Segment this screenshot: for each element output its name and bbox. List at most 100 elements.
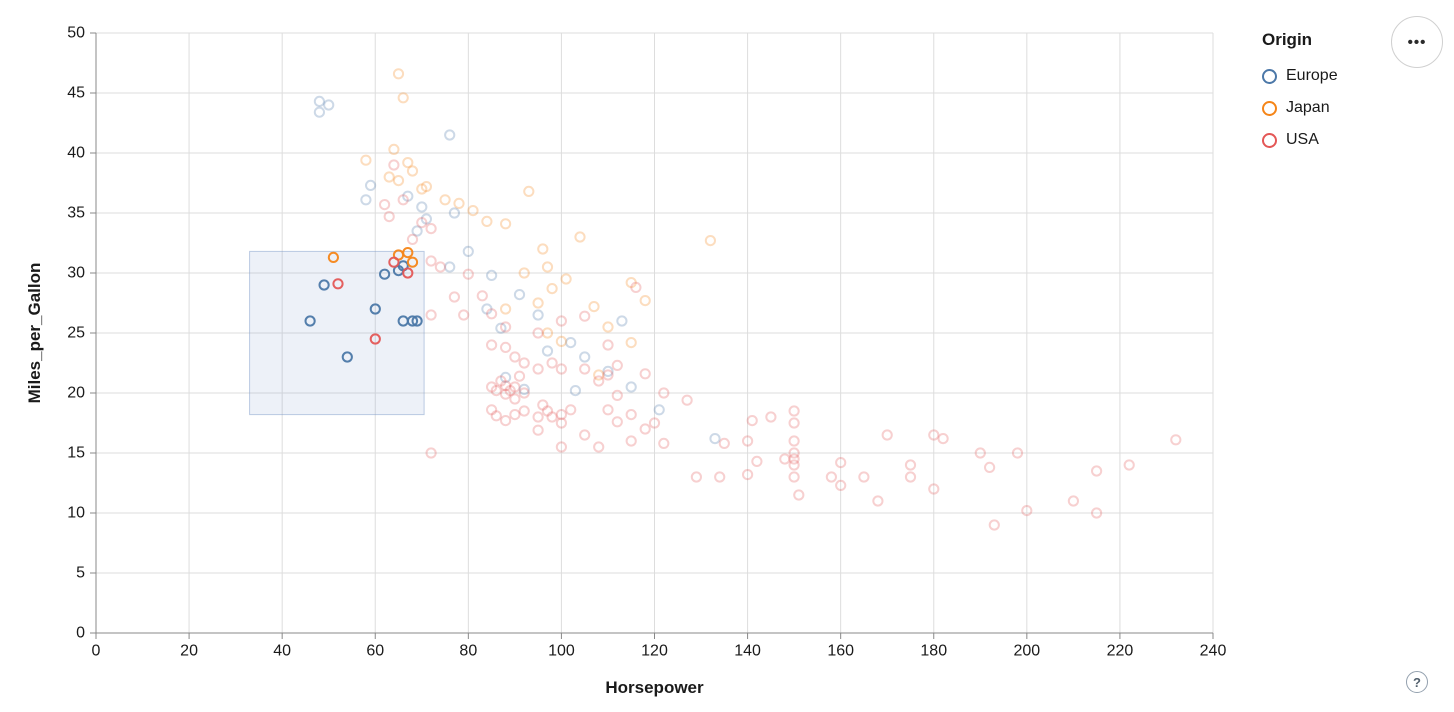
data-point-europe[interactable] <box>541 345 554 357</box>
data-point-usa[interactable] <box>500 321 512 333</box>
data-point-usa[interactable] <box>509 409 521 421</box>
data-point-usa[interactable] <box>1011 447 1024 459</box>
data-point-europe[interactable] <box>709 433 721 445</box>
data-point-usa[interactable] <box>388 159 400 171</box>
data-point-usa[interactable] <box>462 268 474 280</box>
data-point-usa[interactable] <box>602 404 614 416</box>
data-point-japan[interactable] <box>392 175 405 187</box>
legend-item-europe[interactable]: Europe <box>1262 60 1338 92</box>
data-point-usa[interactable] <box>1091 465 1103 477</box>
data-point-usa[interactable] <box>788 453 800 465</box>
data-point-europe[interactable] <box>379 268 391 280</box>
data-point-usa[interactable] <box>858 471 870 483</box>
data-point-usa[interactable] <box>751 455 763 467</box>
data-point-usa[interactable] <box>793 489 805 501</box>
data-point-usa[interactable] <box>486 381 498 393</box>
data-point-europe[interactable] <box>616 315 628 327</box>
data-point-usa[interactable] <box>532 424 544 436</box>
data-point-europe[interactable] <box>481 303 493 315</box>
data-point-japan[interactable] <box>541 261 554 273</box>
data-point-usa[interactable] <box>630 281 642 293</box>
data-point-japan[interactable] <box>639 295 651 307</box>
data-point-japan[interactable] <box>383 171 395 183</box>
data-point-usa[interactable] <box>425 309 437 321</box>
data-point-japan[interactable] <box>704 235 717 247</box>
data-point-europe[interactable] <box>369 303 381 315</box>
data-point-japan[interactable] <box>500 218 512 230</box>
data-point-japan[interactable] <box>532 297 544 309</box>
data-point-usa[interactable] <box>625 435 637 447</box>
data-point-usa[interactable] <box>658 387 670 399</box>
data-point-japan[interactable] <box>397 92 409 104</box>
data-point-usa[interactable] <box>602 339 614 351</box>
data-point-usa[interactable] <box>593 441 605 453</box>
data-point-europe[interactable] <box>565 337 577 349</box>
data-point-japan[interactable] <box>523 185 535 197</box>
data-point-usa[interactable] <box>541 405 554 417</box>
data-point-usa[interactable] <box>788 417 800 429</box>
data-point-japan[interactable] <box>406 165 419 177</box>
data-point-usa[interactable] <box>509 393 521 405</box>
data-point-usa[interactable] <box>742 435 754 447</box>
data-point-usa[interactable] <box>602 369 614 381</box>
data-point-europe[interactable] <box>625 381 637 393</box>
data-point-usa[interactable] <box>1021 505 1033 517</box>
data-point-europe[interactable] <box>444 129 456 141</box>
data-point-usa[interactable] <box>765 411 777 423</box>
help-icon[interactable]: ? <box>1406 671 1428 693</box>
data-point-usa[interactable] <box>579 429 591 441</box>
data-point-usa[interactable] <box>788 435 800 447</box>
data-point-usa[interactable] <box>555 441 568 453</box>
data-point-usa[interactable] <box>486 404 498 416</box>
data-point-usa[interactable] <box>928 429 940 441</box>
data-point-japan[interactable] <box>588 301 600 313</box>
data-point-usa[interactable] <box>486 308 498 320</box>
data-point-europe[interactable] <box>513 289 526 301</box>
data-point-europe[interactable] <box>416 201 428 213</box>
data-point-europe[interactable] <box>448 207 460 219</box>
data-point-usa[interactable] <box>788 459 800 471</box>
data-point-usa[interactable] <box>397 194 409 206</box>
data-point-usa[interactable] <box>425 255 437 267</box>
data-point-usa[interactable] <box>937 433 949 445</box>
data-point-japan[interactable] <box>481 215 493 227</box>
data-point-usa[interactable] <box>434 261 446 273</box>
data-point-usa[interactable] <box>835 479 847 491</box>
data-point-europe[interactable] <box>420 213 432 225</box>
data-point-japan[interactable] <box>453 197 465 209</box>
data-point-usa[interactable] <box>974 447 986 459</box>
data-point-usa[interactable] <box>904 459 917 471</box>
data-point-japan[interactable] <box>420 181 432 193</box>
data-point-usa[interactable] <box>402 267 414 279</box>
data-point-usa[interactable] <box>611 389 623 401</box>
data-point-usa[interactable] <box>537 399 549 411</box>
data-point-japan[interactable] <box>402 157 414 169</box>
data-point-europe[interactable] <box>402 190 414 202</box>
data-point-usa[interactable] <box>788 405 800 417</box>
data-point-usa[interactable] <box>500 341 512 353</box>
data-point-europe[interactable] <box>365 179 377 191</box>
data-point-usa[interactable] <box>1170 434 1182 446</box>
data-point-usa[interactable] <box>388 256 400 268</box>
data-point-japan[interactable] <box>360 154 372 166</box>
data-point-europe[interactable] <box>444 261 456 273</box>
data-point-usa[interactable] <box>500 380 512 392</box>
data-point-usa[interactable] <box>1091 507 1103 519</box>
data-point-japan[interactable] <box>546 283 558 295</box>
data-point-europe[interactable] <box>313 95 325 108</box>
data-point-usa[interactable] <box>928 483 940 495</box>
data-point-usa[interactable] <box>579 363 591 375</box>
data-point-japan[interactable] <box>537 243 549 255</box>
data-point-usa[interactable] <box>425 223 437 235</box>
data-point-europe[interactable] <box>653 404 665 416</box>
data-point-usa[interactable] <box>746 415 758 427</box>
data-point-japan[interactable] <box>560 273 572 285</box>
data-point-usa[interactable] <box>881 429 893 441</box>
data-point-usa[interactable] <box>690 471 703 483</box>
data-point-usa[interactable] <box>648 417 661 429</box>
data-point-europe[interactable] <box>360 194 372 206</box>
data-point-usa[interactable] <box>593 375 605 387</box>
data-point-europe[interactable] <box>462 245 474 257</box>
data-point-usa[interactable] <box>565 404 577 416</box>
data-point-europe[interactable] <box>411 315 423 327</box>
